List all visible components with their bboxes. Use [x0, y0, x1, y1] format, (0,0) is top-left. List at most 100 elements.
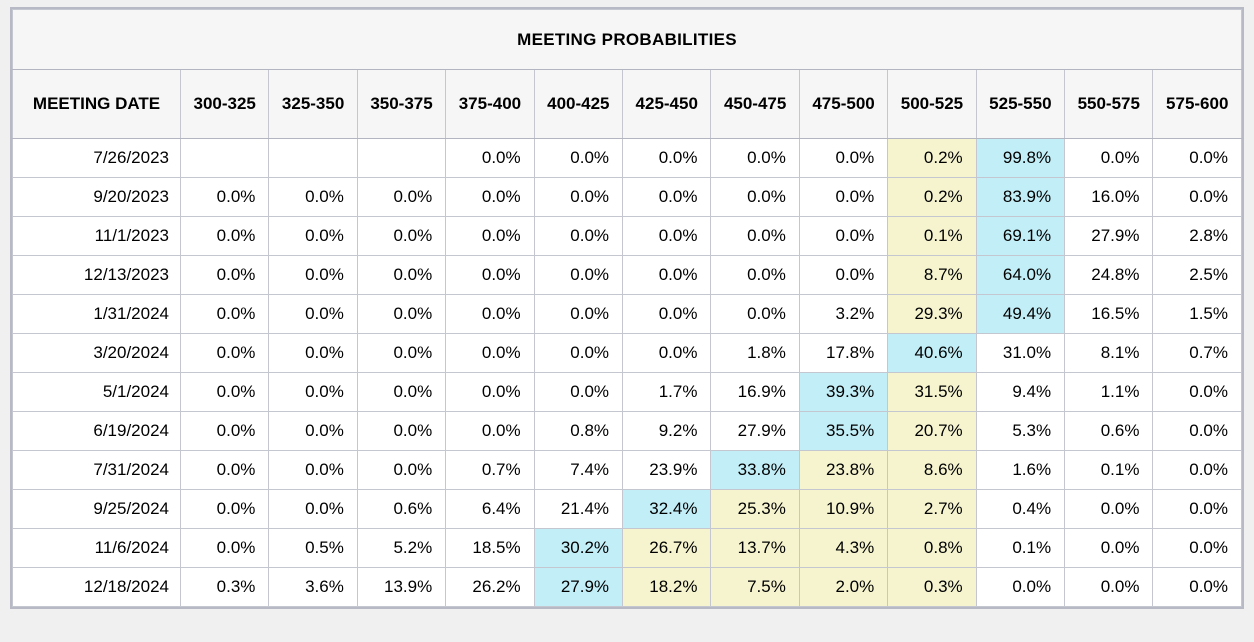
probability-cell: 1.1% — [1064, 372, 1154, 412]
meeting-date-cell: 7/31/2024 — [12, 450, 181, 490]
probability-cell: 16.0% — [1064, 177, 1154, 217]
probability-cell: 21.4% — [533, 489, 624, 529]
probability-cell: 0.0% — [533, 216, 624, 256]
probability-cell: 0.0% — [445, 138, 535, 178]
probability-cell: 0.6% — [1064, 411, 1154, 451]
probability-cell: 0.0% — [179, 450, 270, 490]
probability-cell: 0.0% — [179, 177, 270, 217]
probability-cell: 0.7% — [1152, 333, 1242, 373]
probability-cell: 0.0% — [445, 255, 535, 295]
probability-cell: 0.0% — [1152, 489, 1242, 529]
probability-cell: 0.0% — [798, 216, 889, 256]
probabilities-grid: MEETING PROBABILITIES MEETING DATE 300-3… — [12, 9, 1242, 607]
meeting-date-cell: 12/18/2024 — [12, 567, 181, 607]
title-row: MEETING PROBABILITIES — [12, 9, 1242, 70]
probability-cell: 0.3% — [887, 567, 977, 607]
probability-cell: 4.3% — [798, 528, 889, 568]
probability-cell: 0.8% — [887, 528, 977, 568]
probability-cell: 0.0% — [1152, 138, 1242, 178]
probability-cell: 0.0% — [268, 411, 358, 451]
probability-cell: 0.0% — [710, 255, 800, 295]
probability-cell: 2.7% — [887, 489, 977, 529]
probability-cell: 0.0% — [1152, 528, 1242, 568]
column-header-rate-range: 425-450 — [622, 69, 712, 139]
probability-cell: 6.4% — [445, 489, 535, 529]
probability-cell: 8.6% — [887, 450, 977, 490]
column-header-rate-range: 500-525 — [887, 69, 977, 139]
probability-cell: 20.7% — [887, 411, 977, 451]
probability-cell: 8.1% — [1064, 333, 1154, 373]
probability-cell: 1.5% — [1152, 294, 1242, 334]
probability-cell: 25.3% — [710, 489, 800, 529]
meeting-date-cell: 12/13/2023 — [12, 255, 181, 295]
column-header-meeting-date: MEETING DATE — [12, 69, 181, 139]
probability-cell: 30.2% — [533, 528, 624, 568]
table-row: 11/1/2023 0.0% 0.0% 0.0% 0.0% 0.0% 0.0% 0.0% 0.0… — [12, 216, 1242, 256]
probability-cell: 26.2% — [445, 567, 535, 607]
column-header-rate-range: 475-500 — [798, 69, 889, 139]
probability-cell: 0.2% — [887, 177, 977, 217]
probability-cell: 0.1% — [887, 216, 977, 256]
probability-cell: 32.4% — [622, 489, 712, 529]
probability-cell: 5.2% — [356, 528, 447, 568]
probability-cell: 0.0% — [622, 294, 712, 334]
probability-cell — [268, 138, 358, 178]
probability-cell: 18.2% — [622, 567, 712, 607]
probability-cell: 0.0% — [179, 333, 270, 373]
table-row: 1/31/2024 0.0% 0.0% 0.0% 0.0% 0.0% 0.0% 0.0% 3.2… — [12, 294, 1242, 334]
probability-cell: 0.0% — [1064, 489, 1154, 529]
probability-cell: 3.6% — [268, 567, 358, 607]
probability-cell: 0.7% — [445, 450, 535, 490]
column-header-rate-range: 300-325 — [179, 69, 270, 139]
probability-cell: 0.0% — [1152, 411, 1242, 451]
meeting-date-cell: 11/6/2024 — [12, 528, 181, 568]
probability-cell: 0.0% — [533, 333, 624, 373]
probability-cell: 2.0% — [798, 567, 889, 607]
probability-cell: 7.4% — [533, 450, 624, 490]
probability-cell: 64.0% — [975, 255, 1066, 295]
probability-cell: 0.0% — [622, 216, 712, 256]
probability-cell: 10.9% — [798, 489, 889, 529]
probability-cell: 0.0% — [1152, 177, 1242, 217]
probability-cell: 0.2% — [887, 138, 977, 178]
probability-cell: 0.0% — [1152, 372, 1242, 412]
probability-cell: 99.8% — [975, 138, 1066, 178]
probability-cell: 13.7% — [710, 528, 800, 568]
meeting-probabilities-table: MEETING PROBABILITIES MEETING DATE 300-3… — [10, 7, 1244, 609]
column-header-rate-range: 550-575 — [1064, 69, 1154, 139]
probability-cell: 69.1% — [975, 216, 1066, 256]
probability-cell: 0.0% — [268, 372, 358, 412]
probability-cell: 0.0% — [268, 177, 358, 217]
probability-cell: 0.6% — [356, 489, 447, 529]
probability-cell: 0.0% — [533, 255, 624, 295]
probability-cell: 18.5% — [445, 528, 535, 568]
probability-cell: 0.1% — [975, 528, 1066, 568]
probability-cell: 0.0% — [356, 450, 447, 490]
probability-cell: 0.0% — [179, 255, 270, 295]
probability-cell: 0.4% — [975, 489, 1066, 529]
probability-cell: 1.6% — [975, 450, 1066, 490]
probability-cell: 0.0% — [710, 177, 800, 217]
probability-cell: 16.9% — [710, 372, 800, 412]
table-row: 5/1/2024 0.0% 0.0% 0.0% 0.0% 0.0% 1.7% 16.9% 39.… — [12, 372, 1242, 412]
probability-cell: 0.0% — [445, 333, 535, 373]
probability-cell: 1.8% — [710, 333, 800, 373]
table-title: MEETING PROBABILITIES — [12, 9, 1242, 70]
probability-cell: 0.0% — [268, 255, 358, 295]
probability-cell: 0.0% — [445, 411, 535, 451]
probability-cell: 33.8% — [710, 450, 800, 490]
probability-cell: 0.0% — [445, 177, 535, 217]
column-header-rate-range: 325-350 — [268, 69, 358, 139]
probability-cell: 0.8% — [533, 411, 624, 451]
probability-cell: 0.0% — [798, 177, 889, 217]
probability-cell: 31.0% — [975, 333, 1066, 373]
probability-cell: 39.3% — [798, 372, 889, 412]
probability-cell: 0.0% — [268, 450, 358, 490]
probability-cell: 83.9% — [975, 177, 1066, 217]
probability-cell: 49.4% — [975, 294, 1066, 334]
column-header-row: MEETING DATE 300-325 325-350 350-375 375-40… — [12, 69, 1242, 139]
probability-cell: 0.5% — [268, 528, 358, 568]
meeting-date-cell: 9/25/2024 — [12, 489, 181, 529]
meeting-date-cell: 1/31/2024 — [12, 294, 181, 334]
probability-cell: 0.0% — [622, 255, 712, 295]
